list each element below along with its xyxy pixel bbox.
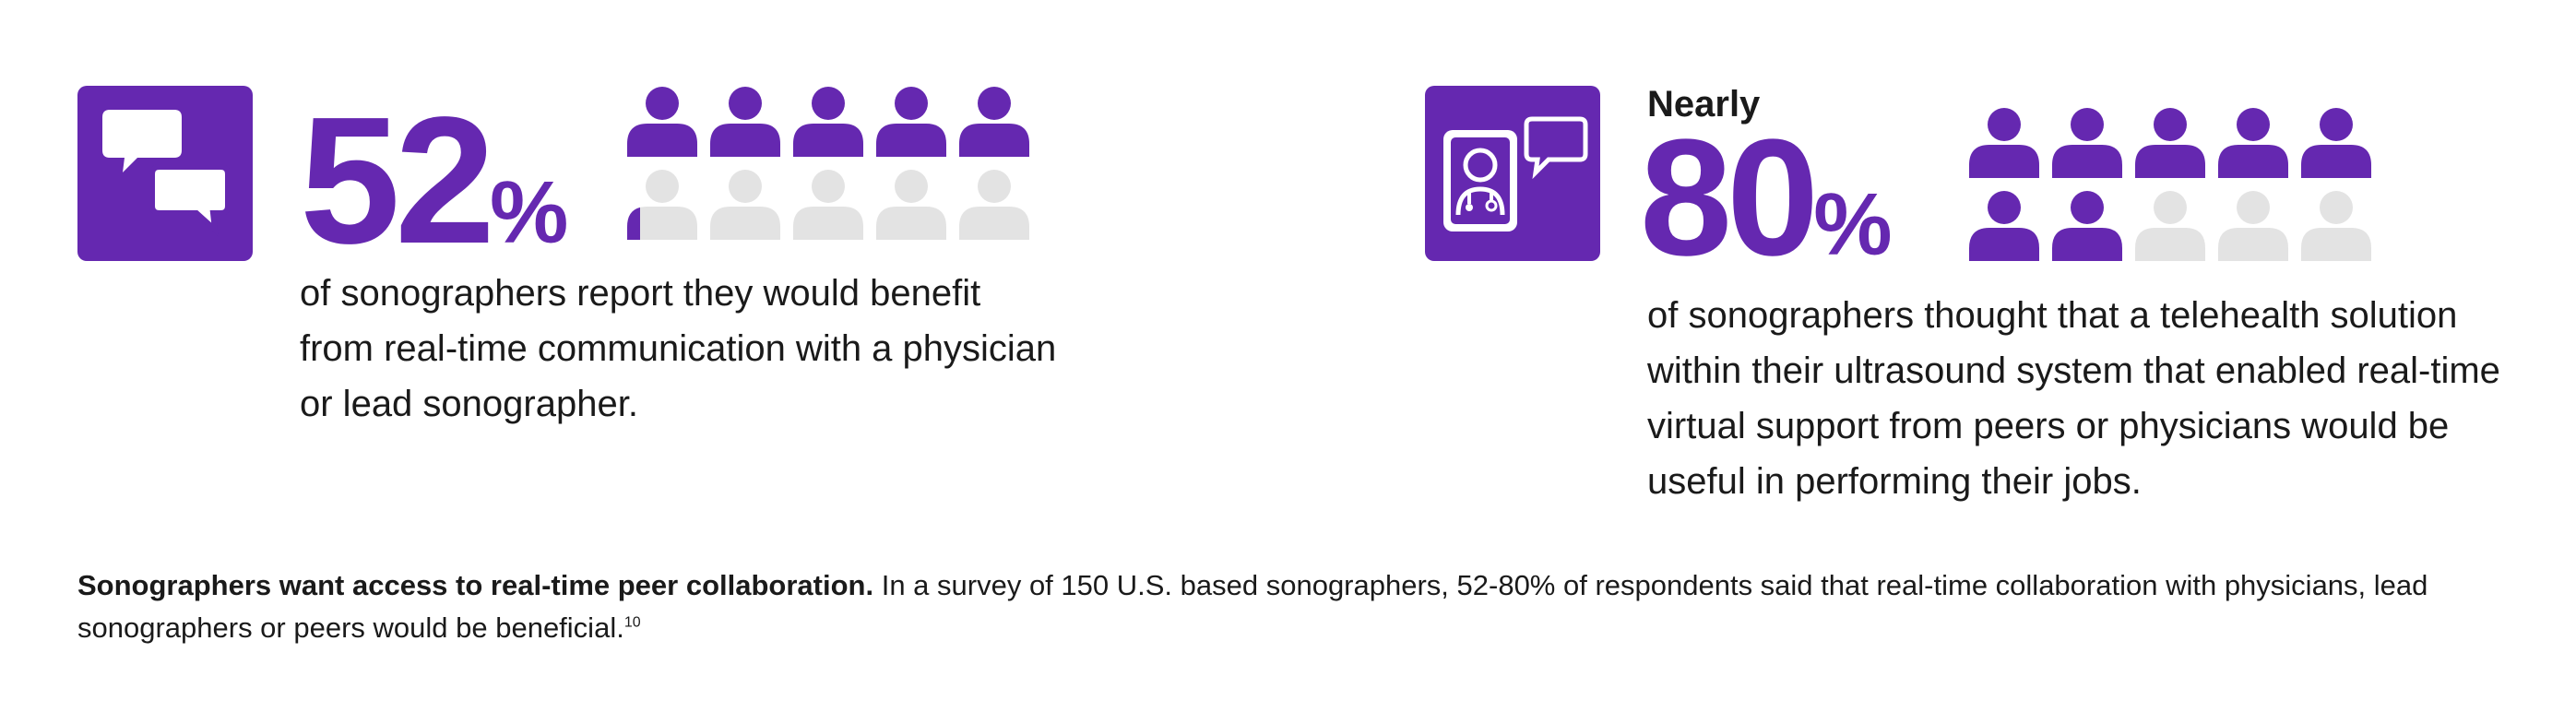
stat-right-description: of sonographers thought that a telehealt…: [1647, 288, 2500, 509]
person-icon-filled: [2218, 108, 2288, 178]
telehealth-tile: [1425, 86, 1600, 261]
footer-bold-text: Sonographers want access to real-time pe…: [77, 569, 874, 601]
person-icon-filled: [2052, 108, 2122, 178]
footer-note: Sonographers want access to real-time pe…: [77, 564, 2531, 649]
stat-left-description-line: or lead sonographer.: [300, 384, 638, 424]
person-icon-empty: [959, 170, 1029, 240]
stat-left-description-line: of sonographers report they would benefi…: [300, 273, 981, 314]
stat-right-prefix: Nearly: [1647, 84, 1761, 125]
person-icon-filled: [2052, 191, 2122, 261]
person-icon-empty: [2218, 191, 2288, 261]
stat-right-description-line: of sonographers thought that a telehealt…: [1647, 295, 2458, 336]
person-icon-filled: [959, 87, 1029, 157]
person-icon-empty: [793, 170, 863, 240]
person-icon-filled: [876, 87, 946, 157]
person-icon-partial: [627, 170, 697, 240]
footer-body-text: In a survey of 150 U.S. based sonographe…: [77, 569, 2428, 644]
stat-right-description-line: within their ultrasound system that enab…: [1647, 350, 2500, 391]
person-icon-empty: [710, 170, 780, 240]
stat-right-number: 80: [1640, 105, 1819, 291]
chat-bubbles-tile: [77, 86, 253, 261]
stat-left-number: 52: [300, 79, 495, 281]
person-icon-empty: [876, 170, 946, 240]
person-icon-filled: [1969, 191, 2039, 261]
person-icon-empty: [2135, 191, 2205, 261]
person-icon-empty: [2301, 191, 2371, 261]
stat-right-percent-symbol: %: [1813, 175, 1893, 274]
person-icon-filled: [793, 87, 863, 157]
stat-left-percentage: 52%: [300, 90, 568, 271]
person-icon-filled: [2301, 108, 2371, 178]
stat-right-description-line: useful in performing their jobs.: [1647, 461, 2142, 502]
person-icon-filled: [2135, 108, 2205, 178]
chat-bubbles-icon: [101, 102, 231, 245]
person-icon-filled: [1969, 108, 2039, 178]
person-icon-filled: [627, 87, 697, 157]
stat-right-percentage: 80%: [1640, 115, 1893, 281]
person-icon-filled: [710, 87, 780, 157]
stat-right-description-line: virtual support from peers or physicians…: [1647, 406, 2450, 446]
telehealth-doctor-icon: [1434, 102, 1591, 245]
stat-left-description-line: from real-time communication with a phys…: [300, 328, 1057, 369]
footer-citation: 10: [623, 614, 641, 631]
stat-left-description: of sonographers report they would benefi…: [300, 266, 1056, 432]
stat-left-percent-symbol: %: [490, 163, 569, 262]
